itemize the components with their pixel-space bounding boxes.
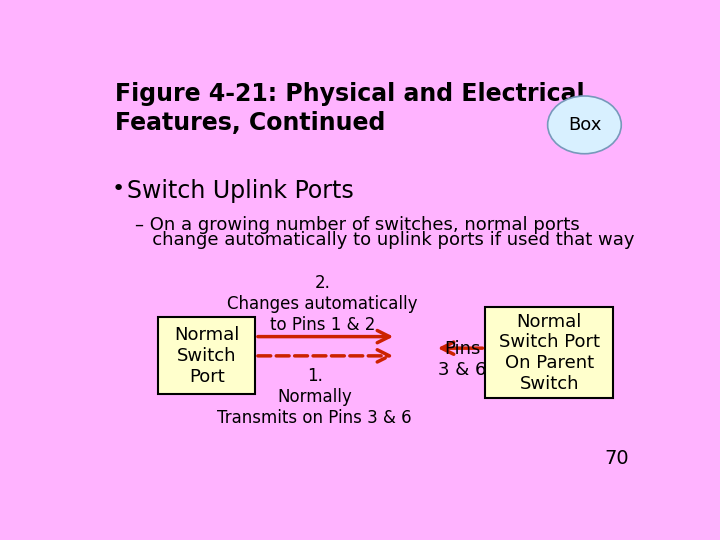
Text: 1.
Normally
Transmits on Pins 3 & 6: 1. Normally Transmits on Pins 3 & 6 bbox=[217, 367, 412, 427]
Text: Switch Uplink Ports: Switch Uplink Ports bbox=[127, 179, 354, 202]
Text: Normal
Switch Port
On Parent
Switch: Normal Switch Port On Parent Switch bbox=[499, 313, 600, 393]
Text: Box: Box bbox=[568, 116, 601, 134]
FancyBboxPatch shape bbox=[158, 318, 255, 394]
Text: 2.
Changes automatically
to Pins 1 & 2: 2. Changes automatically to Pins 1 & 2 bbox=[228, 274, 418, 334]
FancyBboxPatch shape bbox=[485, 307, 613, 398]
Text: Figure 4-21: Physical and Electrical
Features, Continued: Figure 4-21: Physical and Electrical Fea… bbox=[114, 82, 585, 136]
Text: Pins
3 & 6: Pins 3 & 6 bbox=[438, 340, 486, 379]
Text: •: • bbox=[112, 179, 125, 199]
Text: – On a growing number of switches, normal ports: – On a growing number of switches, norma… bbox=[135, 215, 580, 234]
Text: Normal
Switch
Port: Normal Switch Port bbox=[174, 326, 239, 386]
Ellipse shape bbox=[548, 96, 621, 154]
Text: change automatically to uplink ports if used that way: change automatically to uplink ports if … bbox=[135, 231, 634, 249]
Text: 70: 70 bbox=[604, 449, 629, 468]
